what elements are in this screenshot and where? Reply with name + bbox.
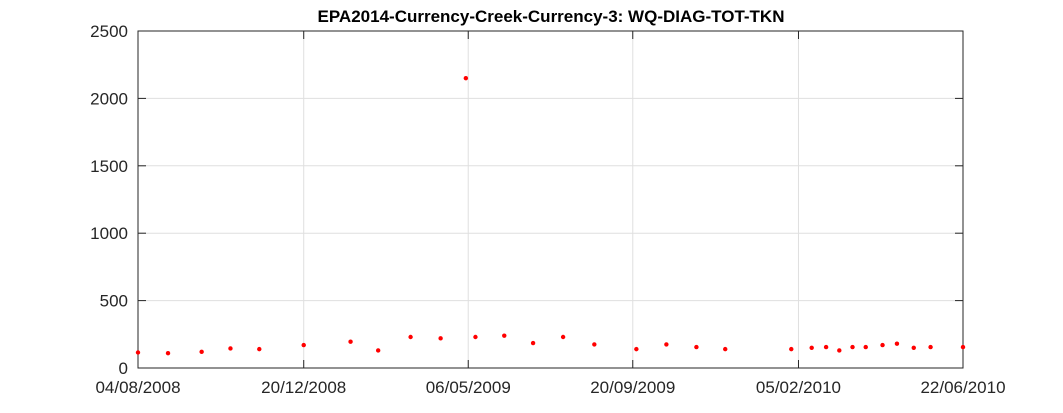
y-tick-label: 2000 — [90, 89, 128, 108]
data-point — [348, 339, 353, 344]
data-point — [837, 348, 842, 353]
data-point — [530, 340, 536, 346]
y-tick-label: 2500 — [90, 22, 128, 41]
data-point — [375, 348, 381, 353]
data-point — [723, 346, 728, 352]
data-point — [560, 334, 566, 340]
data-point — [473, 334, 478, 340]
data-point — [165, 350, 171, 356]
x-tick-label: 04/08/2008 — [95, 378, 180, 397]
x-tick-label: 20/09/2009 — [590, 378, 675, 397]
data-point — [199, 349, 204, 355]
y-tick-label: 1500 — [90, 157, 128, 176]
data-point — [850, 344, 855, 350]
data-point — [664, 342, 669, 347]
data-point — [928, 344, 933, 350]
x-tick-label: 20/12/2008 — [261, 378, 346, 397]
data-point — [438, 336, 443, 341]
x-tick-label: 06/05/2009 — [426, 378, 511, 397]
data-point — [911, 345, 916, 350]
data-points — [135, 75, 966, 356]
x-tick-label: 22/06/2010 — [920, 378, 1005, 397]
data-point — [502, 333, 507, 338]
data-point — [809, 345, 814, 350]
data-point — [863, 344, 868, 350]
data-point — [592, 342, 597, 347]
y-tick-label: 0 — [119, 359, 128, 378]
grid — [137, 30, 964, 369]
data-point — [301, 342, 306, 348]
data-point — [135, 350, 141, 355]
data-point — [634, 346, 639, 352]
data-point — [894, 341, 900, 346]
y-tick-label: 500 — [100, 292, 128, 311]
axis-ticks: 04/08/2008 20/12/2008 06/05/2009 20/09/2009… — [90, 22, 1005, 397]
data-point — [463, 75, 469, 81]
data-point — [408, 334, 413, 340]
chart-title: EPA2014-Currency-Creek-Currency-3: WQ-DI… — [318, 7, 785, 26]
data-point — [880, 342, 885, 348]
data-point — [789, 346, 794, 352]
data-point — [694, 344, 699, 350]
x-tick-label: 05/02/2010 — [756, 378, 841, 397]
data-point — [960, 344, 966, 350]
plot-frame — [137, 30, 964, 369]
data-point — [257, 346, 262, 352]
y-tick-label: 1000 — [90, 224, 128, 243]
data-point — [823, 344, 829, 350]
data-point — [228, 346, 233, 351]
